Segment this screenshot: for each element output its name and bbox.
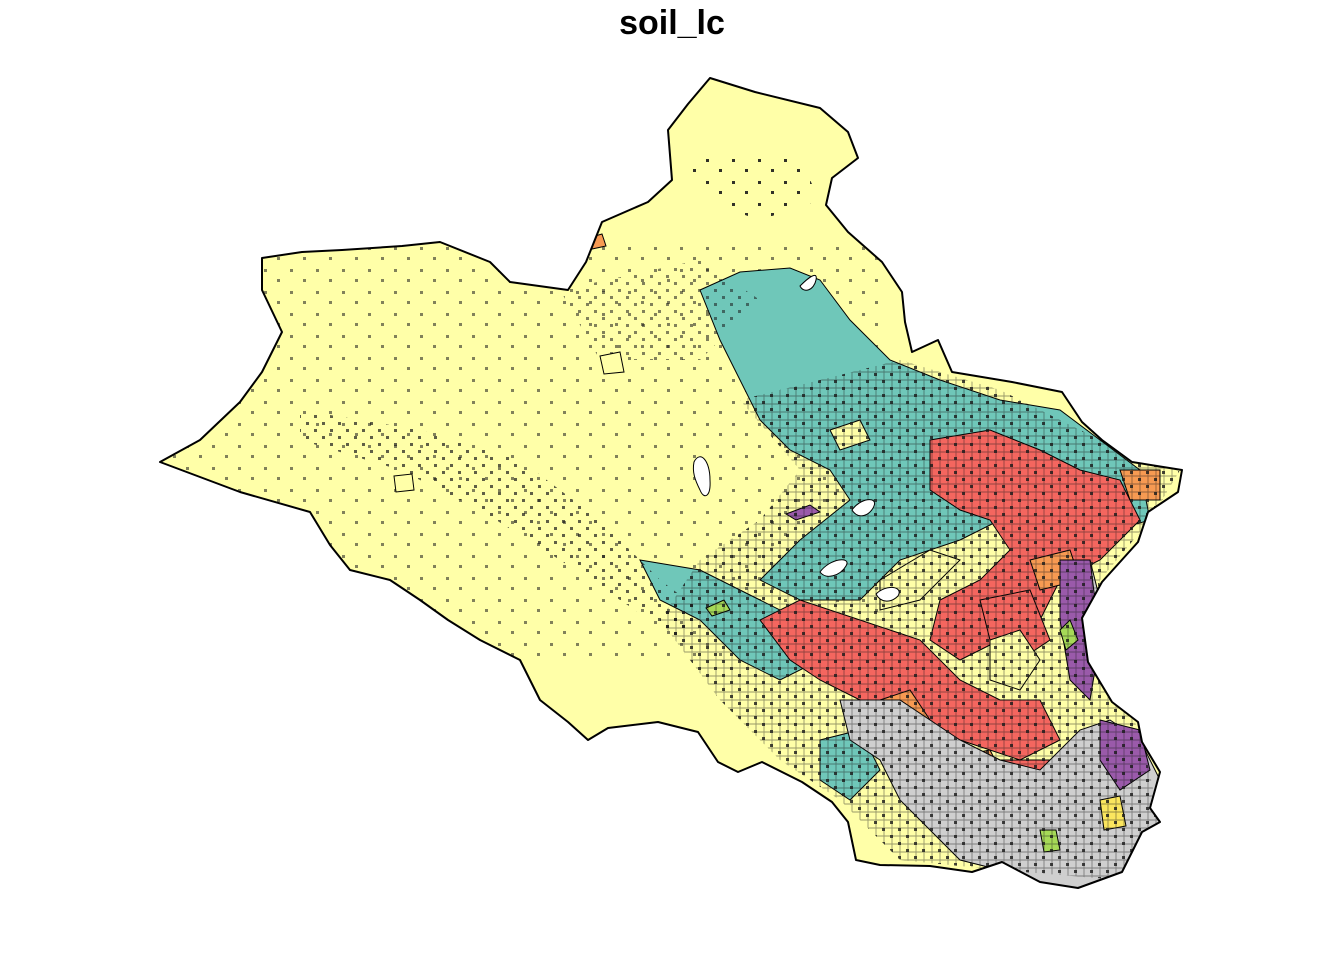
water-body-1 <box>692 456 711 497</box>
water-body-3 <box>819 559 848 577</box>
pond-outline-2 <box>393 473 415 493</box>
landcover-patches <box>160 150 1180 888</box>
water-body-2 <box>851 499 876 517</box>
water-body-4 <box>875 587 900 602</box>
map-title: soil_lc <box>619 4 725 42</box>
region-outline <box>159 77 1183 889</box>
dense-dots-east <box>660 360 1180 880</box>
water-body-5 <box>799 274 817 291</box>
dotted-corridor <box>300 410 700 640</box>
pond-outline-1 <box>599 351 625 375</box>
dotted-north <box>680 150 820 220</box>
dotted-central <box>560 260 760 360</box>
